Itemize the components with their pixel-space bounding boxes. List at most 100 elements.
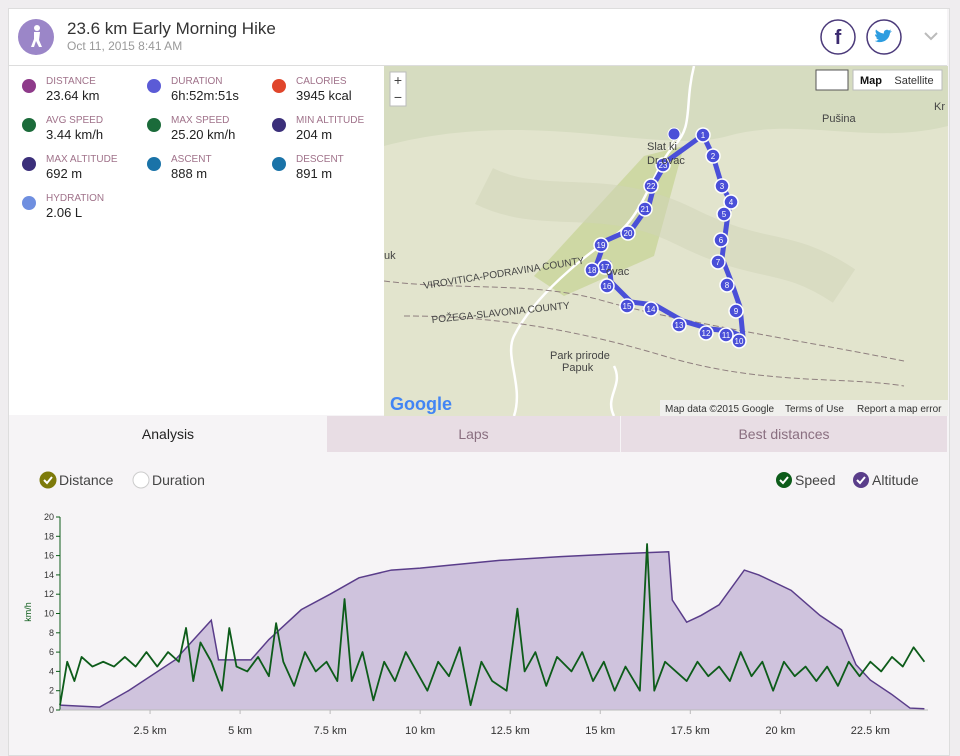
route-marker	[593, 237, 609, 253]
stat-label: MAX SPEED	[171, 115, 230, 126]
route-marker-label: 22	[647, 182, 656, 191]
route-marker-label: 1	[701, 131, 706, 140]
toggle-label: Distance	[59, 472, 114, 488]
y-tick-label: 12	[44, 589, 54, 599]
y-tick-label: 8	[49, 628, 54, 638]
route-marker	[698, 325, 714, 341]
stat-value: 888 m	[171, 166, 208, 181]
y-tick-label: 0	[49, 705, 54, 715]
map-place: Park prirode	[550, 350, 610, 362]
stat-icon	[22, 118, 36, 132]
toggle[interactable]	[39, 471, 57, 489]
zoom-control[interactable]	[389, 71, 407, 107]
x-tick-label: 12.5 km	[491, 725, 530, 737]
toggle[interactable]	[132, 471, 150, 489]
check	[779, 476, 789, 485]
map-footer[interactable]: Terms of Use	[785, 404, 844, 415]
header	[9, 9, 947, 66]
route-marker	[716, 206, 732, 222]
x-tick-label: 7.5 km	[314, 725, 347, 737]
speed-line	[59, 543, 926, 707]
tab[interactable]: Laps	[327, 416, 620, 452]
stat-value: 3.44 km/h	[46, 127, 104, 142]
route-marker-label: 20	[624, 229, 633, 238]
map-place: Slat ki	[647, 141, 677, 153]
expand-chevron[interactable]	[924, 32, 938, 41]
route-marker	[719, 277, 735, 293]
route-marker-label: 8	[725, 281, 730, 290]
stat-icon	[272, 79, 286, 93]
route-marker	[599, 278, 615, 294]
map-type[interactable]: Satellite	[894, 75, 933, 87]
stat-value: 3945 kcal	[296, 88, 352, 103]
stat-label: MAX ALTITUDE	[46, 154, 118, 165]
activity-icon	[18, 19, 54, 55]
stat-icon	[147, 79, 161, 93]
route-marker-label: 4	[729, 198, 734, 207]
route-marker	[710, 254, 726, 270]
google-logo: Google	[390, 394, 452, 414]
stat-value: 6h:52m:51s	[171, 88, 239, 103]
x-tick-label: 17.5 km	[671, 725, 710, 737]
legend-marker[interactable]	[853, 472, 869, 488]
zoom-in[interactable]: +	[394, 72, 402, 88]
y-tick-label: 10	[44, 609, 54, 619]
x-tick-label: 5 km	[228, 725, 252, 737]
route-marker-label: 14	[647, 305, 656, 314]
map-place: Pušina	[822, 113, 857, 125]
route-marker	[619, 298, 635, 314]
tab[interactable]: Analysis	[9, 416, 327, 452]
facebook-button[interactable]	[820, 19, 856, 55]
activity-title: 23.6 km Early Morning Hike	[67, 19, 276, 38]
map-type[interactable]: Map	[860, 75, 882, 87]
stat-value: 2.06 L	[46, 205, 83, 220]
stat-label: CALORIES	[296, 76, 347, 87]
route-marker-label: 15	[623, 302, 632, 311]
route-marker	[655, 157, 671, 173]
route-marker	[643, 178, 659, 194]
route-marker-label: 2	[711, 152, 716, 161]
route-marker	[695, 127, 711, 143]
route-marker-label: 10	[735, 337, 744, 346]
route-marker-label: 5	[722, 210, 727, 219]
x-tick-label: 10 km	[405, 725, 435, 737]
activity-date: Oct 11, 2015 8:41 AM	[67, 39, 183, 53]
stat-value: 25.20 km/h	[171, 127, 236, 142]
stat-icon	[147, 157, 161, 171]
altitude-area	[60, 551, 925, 710]
y-tick-label: 20	[44, 512, 54, 522]
stat-label: HYDRATION	[46, 193, 105, 204]
stat-value: 692 m	[46, 166, 83, 181]
route-marker-label: 13	[675, 321, 684, 330]
route-marker-label: 23	[659, 161, 668, 170]
route-marker-label: 9	[734, 307, 739, 316]
share-buttons: f	[820, 19, 938, 55]
tab[interactable]: Best distances	[621, 416, 947, 452]
y-tick-label: 14	[44, 570, 54, 580]
route-marker-label: 17	[601, 263, 610, 272]
stat-icon	[22, 196, 36, 210]
zoom-out[interactable]: −	[394, 89, 402, 105]
stat-icon	[272, 157, 286, 171]
legend-marker[interactable]	[776, 472, 792, 488]
svg-text:f: f	[835, 27, 842, 49]
route-marker	[643, 301, 659, 317]
stat-icon	[272, 118, 286, 132]
route-marker-label: 19	[597, 241, 606, 250]
stat-label: DURATION	[171, 76, 223, 87]
map-place: Kr	[934, 101, 945, 113]
route-marker-label: 18	[588, 266, 597, 275]
y-tick-label: 16	[44, 551, 54, 561]
route-marker	[584, 262, 600, 278]
map-footer[interactable]: Report a map error	[857, 404, 942, 415]
y-tick-label: 4	[49, 666, 54, 676]
y-tick-label: 2	[49, 686, 54, 696]
stat-label: MIN ALTITUDE	[296, 115, 365, 126]
stat-icon	[22, 79, 36, 93]
stat-label: AVG SPEED	[46, 115, 104, 126]
route-marker-label: 16	[603, 282, 612, 291]
route-marker	[728, 303, 744, 319]
check	[856, 476, 866, 485]
route-marker-label: 3	[720, 182, 725, 191]
